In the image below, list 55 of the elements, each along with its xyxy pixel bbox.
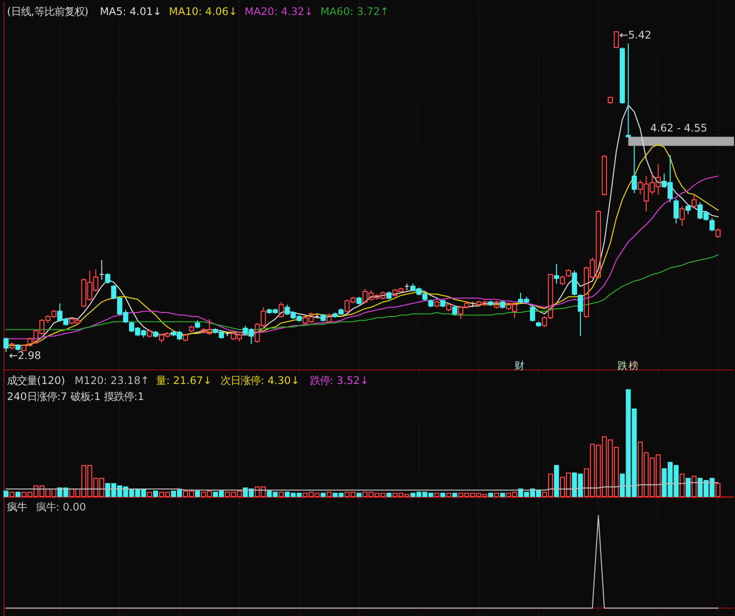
bar	[716, 483, 721, 497]
bar	[4, 490, 8, 497]
candlestick	[530, 305, 536, 322]
bar	[356, 492, 362, 497]
candlestick	[105, 272, 110, 284]
bar	[194, 490, 200, 497]
annotation: ←5.42	[619, 30, 652, 42]
bar	[680, 474, 685, 497]
text: MA20: 4.32↓	[244, 6, 314, 18]
bar	[446, 492, 452, 497]
chart-title: 成交量(120)	[6, 374, 66, 387]
bar	[153, 490, 158, 497]
candlestick	[632, 145, 637, 194]
text: M120: 23.18↑	[74, 374, 150, 387]
bar	[452, 492, 458, 497]
text: MA5: 4.01↓	[100, 6, 162, 18]
text: 次日涨停: 4.30↓	[220, 374, 300, 387]
bar	[434, 492, 440, 497]
candlestick	[578, 294, 584, 337]
text: MA60: 3.72↑	[320, 6, 389, 18]
bar	[554, 465, 559, 497]
bar	[692, 476, 697, 497]
candlestick	[572, 270, 578, 296]
bar	[9, 492, 14, 497]
bar	[320, 492, 326, 497]
bar	[686, 478, 691, 497]
candlestick	[554, 263, 560, 284]
candlestick	[3, 336, 9, 352]
annotation: ←2.98	[8, 350, 42, 362]
text: 量: 21.67↓	[156, 374, 212, 387]
bar	[326, 492, 332, 497]
bar	[488, 492, 494, 497]
text: 疯牛: 0.00	[36, 501, 86, 514]
band-label: 4.62 - 4.55	[650, 122, 708, 135]
chart-title: (日线,等比前复权)	[6, 6, 88, 18]
chart-subtitle: 240日涨停:7 破板:1 摸跌停:1	[6, 390, 144, 403]
chart-title: 疯牛	[6, 501, 27, 514]
candlestick	[709, 218, 715, 232]
bar	[278, 492, 284, 497]
candlestick	[686, 204, 691, 215]
text: 跌停: 3.52↓	[310, 374, 369, 387]
text: MA10: 4.06↓	[168, 6, 238, 18]
candlestick	[674, 198, 679, 224]
text: 财	[514, 360, 525, 372]
bar	[440, 492, 446, 497]
bar	[500, 492, 506, 497]
candlestick	[452, 305, 458, 316]
bar	[147, 492, 152, 497]
text: 跌	[617, 360, 628, 372]
bar	[494, 492, 500, 497]
text: 榜	[628, 360, 638, 372]
bar	[386, 492, 392, 497]
candlestick	[614, 31, 619, 48]
bar	[15, 492, 20, 497]
candlestick	[626, 43, 631, 138]
